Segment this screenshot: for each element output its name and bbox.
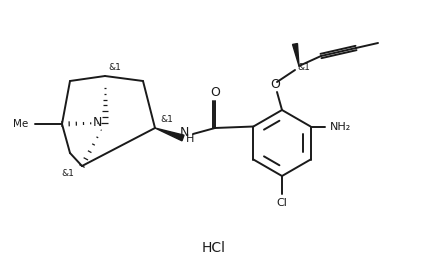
Text: &1: &1 <box>62 169 74 179</box>
Text: O: O <box>270 78 280 91</box>
Text: O: O <box>210 86 220 99</box>
Polygon shape <box>293 44 299 66</box>
Text: N: N <box>179 126 189 139</box>
Text: Me: Me <box>13 119 29 129</box>
Text: &1: &1 <box>297 63 310 73</box>
Text: &1: &1 <box>109 63 122 73</box>
Polygon shape <box>155 128 184 141</box>
Text: NH₂: NH₂ <box>330 121 351 131</box>
Text: Cl: Cl <box>276 198 288 208</box>
Text: HCl: HCl <box>202 241 226 255</box>
Text: H: H <box>186 134 194 144</box>
Text: N: N <box>92 115 102 129</box>
Text: &1: &1 <box>160 115 173 124</box>
